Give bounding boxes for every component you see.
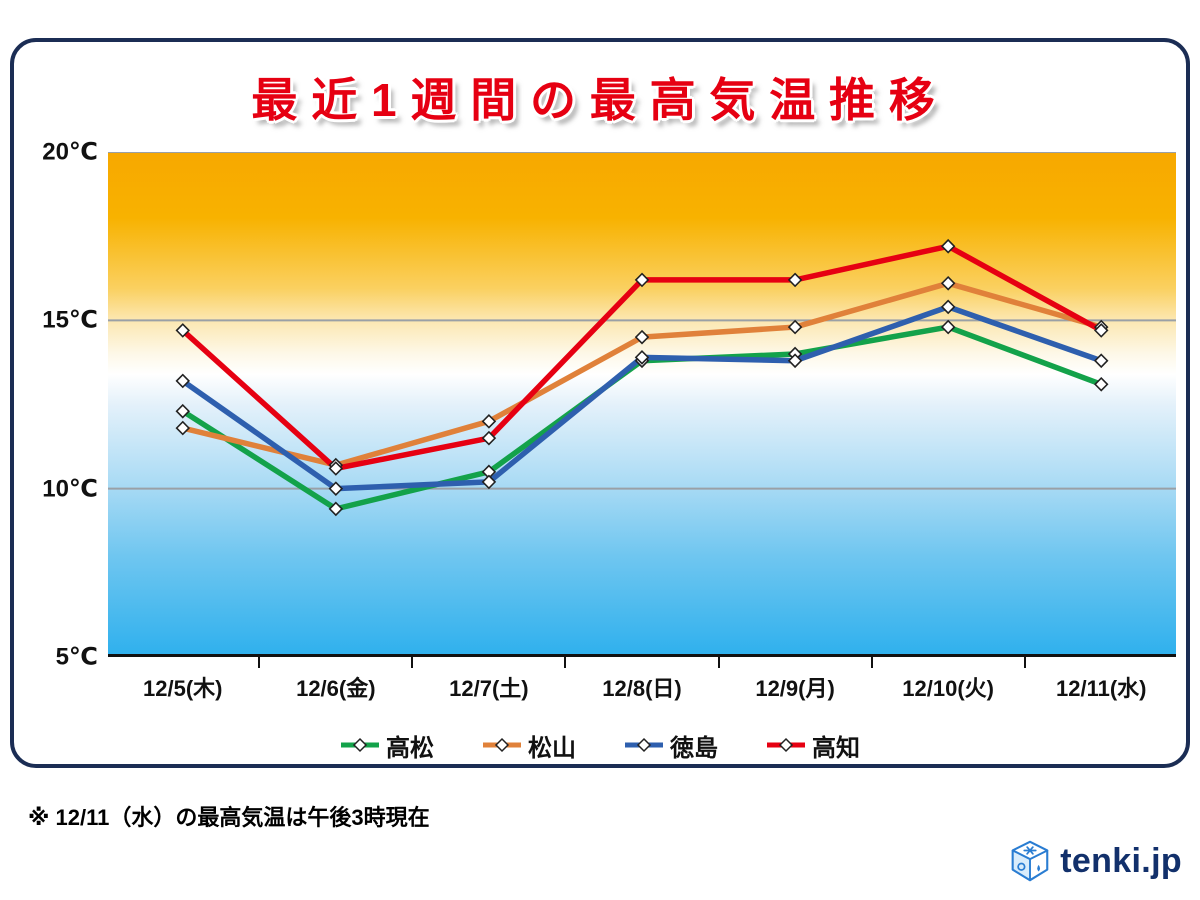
x-axis-label: 12/5(木) — [143, 676, 223, 701]
tenki-cube-icon — [1011, 840, 1049, 882]
data-point-徳島 — [787, 353, 803, 369]
y-axis-label: 10℃ — [42, 475, 98, 503]
footnote: ※ 12/11（水）の最高気温は午後3時現在 — [28, 805, 430, 830]
x-axis-tick — [717, 657, 720, 668]
x-axis-label: 12/10(火) — [902, 676, 995, 701]
legend-item-高知: 高知 — [766, 728, 860, 763]
data-point-高松 — [940, 319, 956, 335]
legend-label: 徳島 — [670, 734, 718, 762]
data-point-高松 — [1093, 376, 1109, 392]
data-point-高松 — [175, 403, 191, 419]
data-point-徳島 — [481, 474, 497, 490]
data-point-高知 — [328, 461, 344, 476]
data-point-高知 — [1093, 323, 1109, 338]
data-point-高知 — [481, 430, 497, 446]
x-axis-label: 12/8(日) — [602, 676, 682, 701]
x-axis-label: 12/9(月) — [755, 676, 835, 701]
tenki-logo: tenki.jp — [1007, 838, 1182, 884]
data-point-松山 — [634, 329, 650, 345]
y-axis-label: 20℃ — [42, 138, 98, 166]
x-axis-label: 12/6(金) — [296, 676, 376, 701]
data-point-高知 — [787, 272, 803, 288]
chart-card: 最近1週間の最高気温推移 20℃ 15℃ 10℃ 5℃ 12/5(木) 12/6(金) 1… — [10, 38, 1190, 768]
data-point-徳島 — [634, 350, 650, 365]
x-axis-tick — [1023, 657, 1026, 668]
legend-item-高松: 高松 — [340, 728, 434, 763]
legend-item-徳島: 徳島 — [624, 728, 718, 763]
x-axis-tick — [870, 657, 873, 668]
chart-title: 最近1週間の最高気温推移 — [251, 74, 949, 126]
y-axis-label: 5℃ — [55, 643, 98, 671]
x-axis-ticks — [108, 657, 1176, 669]
data-point-高知 — [940, 238, 956, 254]
data-point-徳島 — [940, 299, 956, 315]
plot-area: 20℃ 15℃ 10℃ 5℃ — [42, 139, 1176, 671]
data-point-松山 — [481, 414, 497, 429]
data-point-高知 — [634, 272, 650, 288]
x-axis-tick — [564, 657, 567, 668]
x-axis-labels: 12/5(木) 12/6(金) 12/7(土) 12/8(日) 12/9(月) 12/10… — [108, 675, 1176, 705]
temperature-line-chart — [108, 152, 1176, 657]
data-point-高松 — [328, 501, 344, 517]
legend-marker-icon — [625, 737, 663, 753]
legend-label: 松山 — [528, 734, 576, 762]
x-axis-tick — [258, 657, 261, 668]
legend-item-松山: 松山 — [482, 728, 576, 763]
data-point-高知 — [175, 323, 191, 338]
legend-marker-icon — [767, 737, 805, 753]
y-axis-label: 15℃ — [42, 306, 98, 334]
chart-legend: 高松 松山 徳島 高知 — [14, 728, 1186, 762]
x-axis-label: 12/11(水) — [1055, 676, 1147, 701]
data-point-松山 — [940, 275, 956, 291]
data-point-松山 — [175, 420, 191, 436]
legend-marker-icon — [341, 737, 379, 753]
x-axis-label: 12/7(土) — [449, 676, 529, 701]
legend-marker-icon — [483, 737, 521, 753]
tenki-logo-text: tenki.jp — [1060, 841, 1182, 880]
x-axis-tick — [411, 657, 414, 668]
data-point-徳島 — [175, 373, 191, 389]
data-point-徳島 — [1093, 353, 1109, 369]
data-point-松山 — [787, 319, 803, 335]
legend-label: 高松 — [386, 734, 434, 762]
data-point-徳島 — [328, 481, 344, 496]
legend-label: 高知 — [812, 734, 860, 762]
